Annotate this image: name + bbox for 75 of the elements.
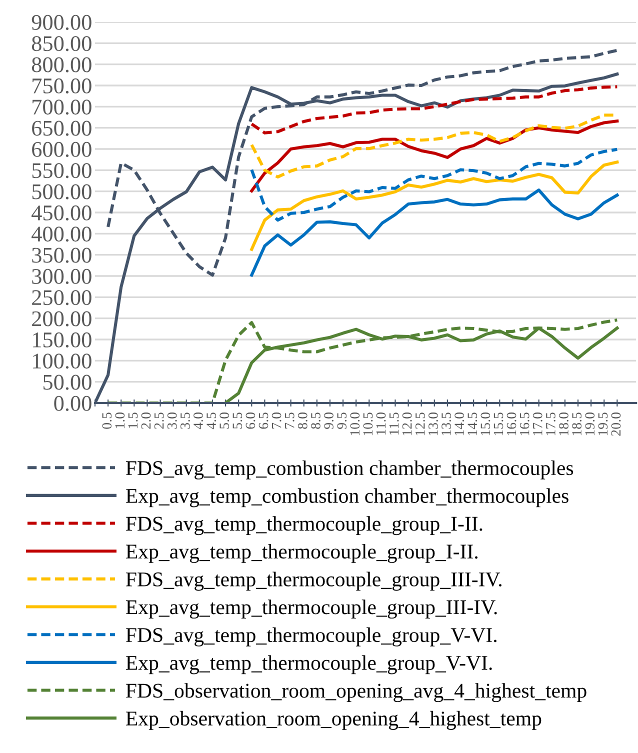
x-tick-label: 9.5 bbox=[337, 412, 347, 429]
x-tick-label: 14.0 bbox=[454, 412, 464, 436]
x-tick-label: 9.0 bbox=[324, 412, 334, 429]
y-tick-label: 250.00 bbox=[32, 290, 92, 306]
legend-label: Exp_avg_temp_combustion chamber_thermocouples bbox=[126, 488, 568, 508]
x-tick-label: 5.5 bbox=[232, 412, 242, 429]
x-tick-label: 13.0 bbox=[428, 412, 438, 436]
x-tick-label: 11.5 bbox=[389, 412, 399, 435]
x-tick-label: 10.0 bbox=[350, 412, 360, 436]
x-tick-label: 11.0 bbox=[376, 412, 386, 435]
x-tick-label: 4.5 bbox=[206, 412, 216, 430]
x-tick-label: 15.5 bbox=[494, 412, 504, 436]
y-tick-label: 550.00 bbox=[32, 163, 92, 178]
y-tick-label: 300.00 bbox=[32, 268, 92, 284]
x-tick-label: 6.0 bbox=[246, 412, 256, 429]
legend-label: Exp_avg_temp_thermocouple_group_V-VI. bbox=[126, 655, 492, 674]
x-tick-label: 5.0 bbox=[220, 412, 230, 429]
x-tick-label: 17.5 bbox=[546, 412, 556, 436]
y-tick-label: 50.00 bbox=[44, 374, 92, 390]
x-tick-label: 8.5 bbox=[311, 412, 320, 429]
line-series bbox=[250, 85, 619, 134]
y-tick-label: 700.00 bbox=[32, 100, 92, 115]
legend-label: FDS_avg_temp_thermocouple_group_I-II. bbox=[126, 516, 482, 536]
x-tick-label: 1.5 bbox=[128, 412, 138, 428]
x-tick-label: 16.0 bbox=[506, 412, 516, 436]
legend-label: Exp_avg_temp_thermocouple_group_I-II. bbox=[126, 544, 478, 563]
x-tick-label: 19.0 bbox=[585, 412, 595, 436]
line-series bbox=[250, 160, 619, 251]
x-tick-label: 19.5 bbox=[598, 412, 608, 436]
y-tick-label: 100.00 bbox=[33, 354, 92, 369]
x-tick-label: 12.5 bbox=[415, 412, 425, 436]
line-series bbox=[250, 120, 619, 192]
x-tick-label: 8.0 bbox=[298, 412, 308, 429]
x-tick-label: 7.5 bbox=[285, 412, 294, 428]
x-tick-label: 2.5 bbox=[154, 412, 164, 429]
x-tick-label: 4.0 bbox=[194, 412, 203, 430]
y-tick-label: 800.00 bbox=[32, 57, 92, 72]
line-series bbox=[106, 318, 619, 403]
x-tick-label: 12.0 bbox=[402, 412, 412, 436]
x-tick-label: 17.0 bbox=[532, 412, 542, 436]
x-tick-label: 15.0 bbox=[480, 412, 490, 436]
x-tick-label: 10.5 bbox=[363, 412, 373, 436]
legend-label: FDS_avg_temp_thermocouple_group_V-VI. bbox=[126, 627, 496, 646]
y-tick-label: 500.00 bbox=[32, 184, 92, 200]
y-tick-label: 450.00 bbox=[32, 205, 92, 221]
x-tick-label: 6.5 bbox=[258, 412, 268, 429]
y-tick-label: 0.00 bbox=[54, 396, 92, 412]
y-tick-label: 650.00 bbox=[32, 120, 92, 136]
x-tick-label: 18.5 bbox=[572, 412, 582, 436]
y-tick-label: 200.00 bbox=[32, 311, 92, 326]
y-tick-label: 600.00 bbox=[32, 142, 92, 158]
y-tick-label: 400.00 bbox=[32, 226, 92, 242]
x-tick-label: 3.5 bbox=[180, 412, 190, 429]
legend-label: FDS_avg_temp_combustion chamber_thermocouples bbox=[126, 460, 574, 480]
x-tick-label: 7.0 bbox=[272, 412, 282, 428]
x-tick-label: 1.0 bbox=[115, 412, 125, 428]
y-tick-label: 850.00 bbox=[32, 36, 92, 52]
x-tick-label: 18.0 bbox=[559, 412, 568, 436]
y-tick-label: 350.00 bbox=[32, 248, 92, 263]
legend-label: Exp_avg_temp_thermocouple_group_III-IV. bbox=[126, 600, 497, 619]
x-tick-label: 16.5 bbox=[520, 412, 530, 436]
y-tick-label: 750.00 bbox=[32, 78, 92, 94]
x-tick-label: 20.0 bbox=[611, 412, 621, 436]
line-series bbox=[250, 148, 619, 222]
x-tick-label: 13.5 bbox=[442, 412, 451, 436]
y-tick-label: 900.00 bbox=[32, 14, 92, 30]
x-tick-label: 14.5 bbox=[468, 412, 478, 436]
legend-label: Exp_observation_room_opening_4_highest_temp bbox=[126, 710, 542, 730]
x-tick-label: 0.5 bbox=[102, 412, 112, 429]
line-series bbox=[250, 188, 619, 277]
legend-label: FDS_avg_temp_thermocouple_group_III-IV. bbox=[126, 572, 502, 591]
y-tick-label: 150.00 bbox=[33, 332, 92, 348]
x-tick-label: 2.0 bbox=[141, 412, 151, 429]
legend-label: FDS_observation_room_opening_avg_4_highest_temp bbox=[126, 683, 586, 702]
x-tick-label: 3.0 bbox=[167, 412, 177, 429]
